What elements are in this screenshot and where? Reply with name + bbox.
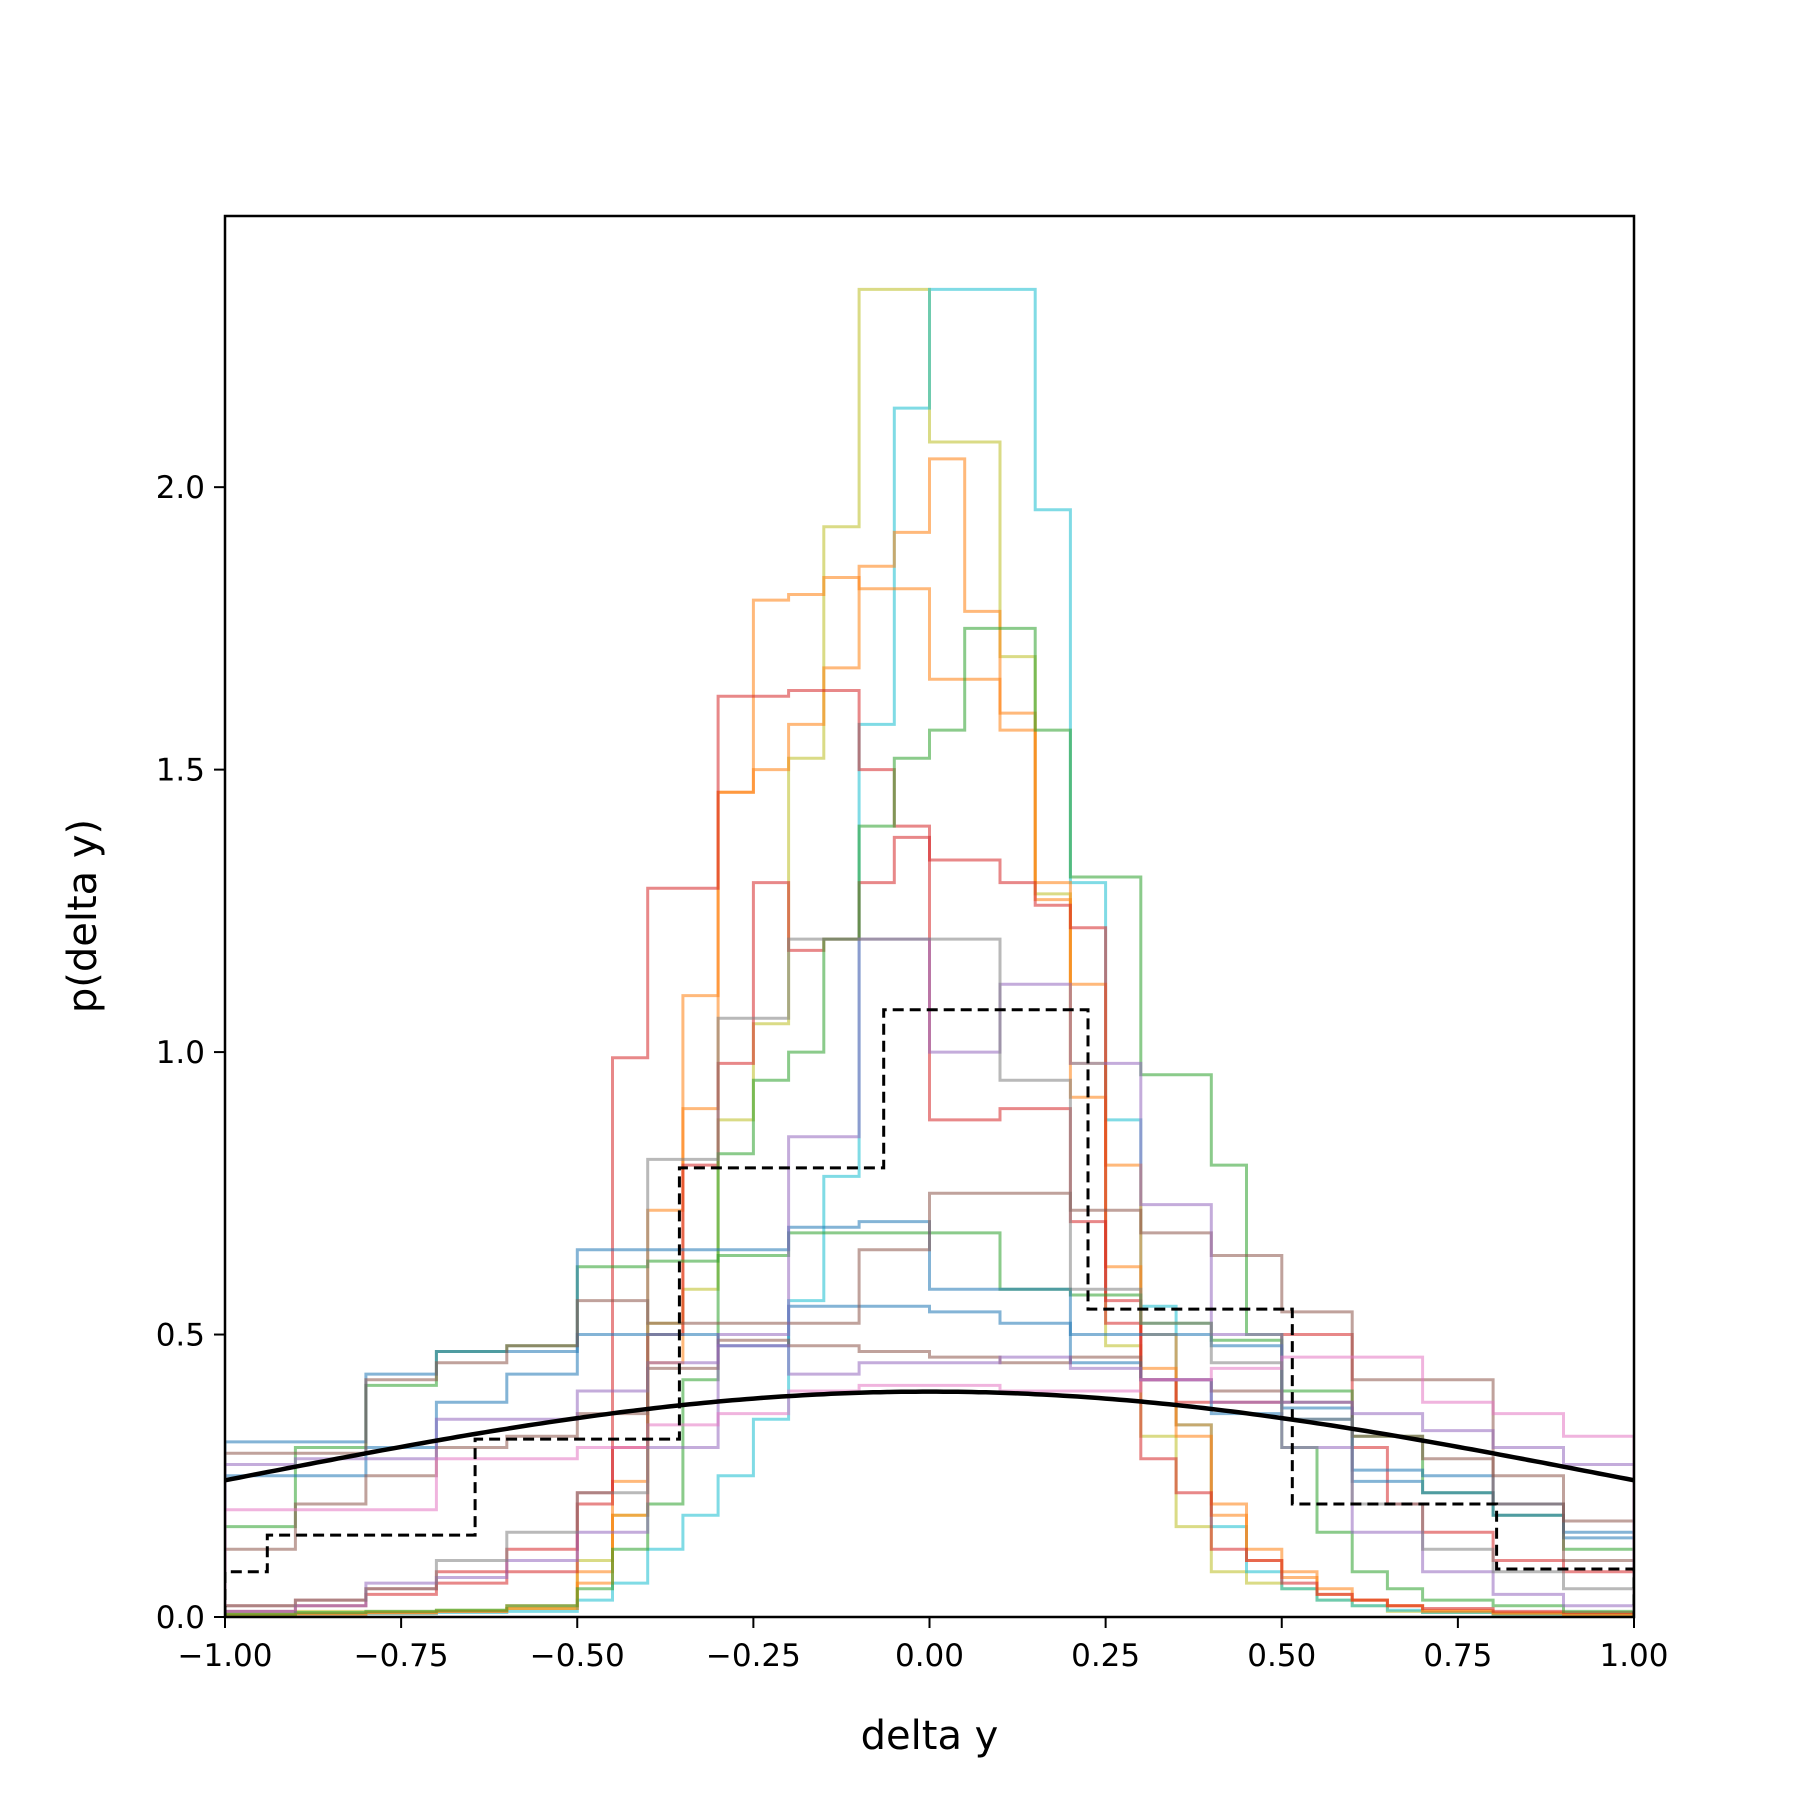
sample-histogram-13 xyxy=(225,1344,1634,1617)
sample-histogram-9 xyxy=(225,1220,1634,1617)
y-tick-label: 1.5 xyxy=(156,753,205,789)
reference-histogram xyxy=(225,1008,1634,1617)
x-axis: −1.00 −0.75 −0.50 −0.25 0.00 0.25 0.50 0.75 1.00 xyxy=(178,1617,1669,1674)
x-tick-label: −1.00 xyxy=(178,1638,273,1674)
y-tick-label: 1.0 xyxy=(156,1035,205,1071)
normal-curve-layer xyxy=(225,1389,1634,1483)
sample-histogram-7 xyxy=(225,626,1634,1617)
sample-histogram-10 xyxy=(225,1304,1634,1617)
x-axis-label: delta y xyxy=(861,1713,999,1759)
plot-area xyxy=(223,214,1636,1619)
x-tick-label: −0.25 xyxy=(706,1638,801,1674)
y-axis-label: p(delta y) xyxy=(60,819,106,1013)
x-tick-label: 0.25 xyxy=(1071,1638,1140,1674)
x-tick-label: 0.75 xyxy=(1423,1638,1492,1674)
y-tick-label: 2.0 xyxy=(156,470,205,506)
sample-histogram-16 xyxy=(225,937,1634,1617)
y-axis: 0.0 0.5 1.0 1.5 2.0 xyxy=(156,470,225,1636)
y-tick-label: 0.5 xyxy=(156,1318,205,1354)
y-tick-label: 0.0 xyxy=(156,1600,205,1636)
x-tick-label: −0.50 xyxy=(530,1638,625,1674)
sample-histograms xyxy=(225,287,1634,1617)
reference-histogram-layer xyxy=(225,1008,1634,1617)
x-tick-label: 1.00 xyxy=(1599,1638,1668,1674)
normal-pdf-curve xyxy=(225,1389,1634,1483)
x-tick-label: −0.75 xyxy=(354,1638,449,1674)
x-tick-label: 0.50 xyxy=(1247,1638,1316,1674)
x-tick-label: 0.00 xyxy=(895,1638,964,1674)
sample-histogram-15 xyxy=(225,1355,1634,1617)
